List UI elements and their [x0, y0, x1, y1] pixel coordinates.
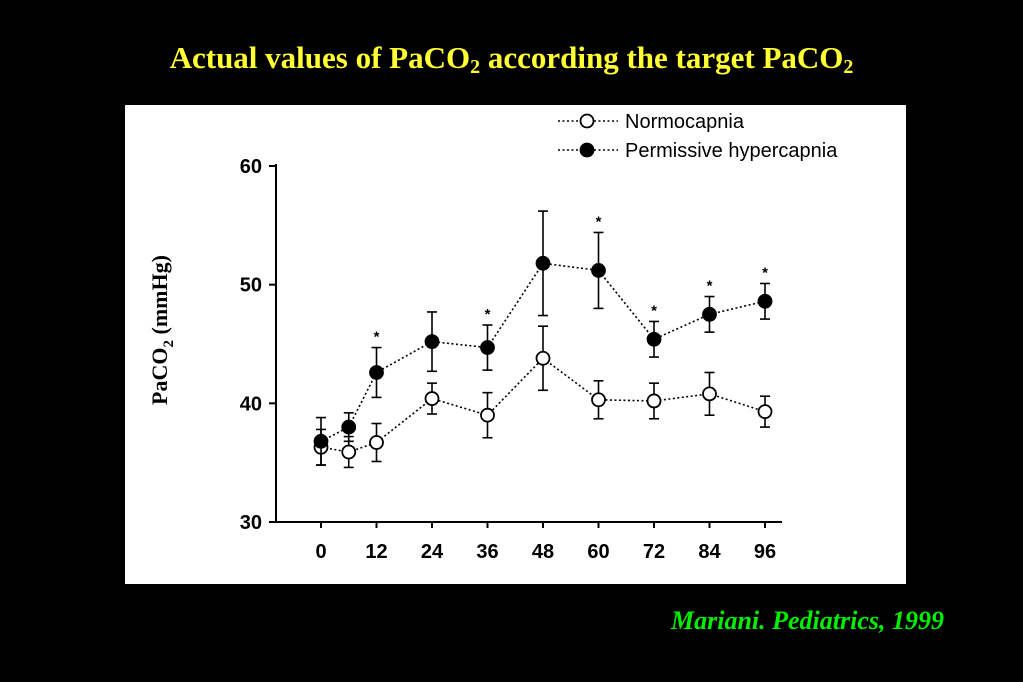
- title-subscript-2: 2: [843, 56, 854, 78]
- x-tick-label: 84: [698, 541, 721, 563]
- y-tick-label: 30: [240, 512, 262, 534]
- title-subscript-1: 2: [470, 56, 481, 78]
- significance-asterisk: *: [762, 264, 768, 281]
- significance-asterisk: *: [596, 213, 602, 230]
- x-tick-label: 60: [587, 541, 609, 563]
- data-point: [341, 419, 357, 435]
- data-point: [424, 334, 440, 350]
- x-tick-label: 96: [754, 541, 776, 563]
- legend: Normocapnia Permissive hypercapnia: [558, 111, 838, 162]
- data-point: [480, 340, 495, 355]
- significance-asterisk: *: [707, 278, 713, 295]
- series-line: [320, 357, 766, 453]
- data-point: [757, 404, 773, 420]
- data-point: [591, 392, 606, 408]
- data-point: [424, 391, 440, 406]
- y-tick-label: 40: [240, 393, 262, 415]
- data-point: [369, 365, 384, 380]
- data-point: [591, 263, 606, 278]
- y-axis-label-sub: 2: [161, 340, 177, 348]
- slide-title: Actual values of PaCO2 according the tar…: [0, 40, 1023, 79]
- data-point: [535, 255, 551, 271]
- series-permissive-hypercapnia: [313, 210, 773, 466]
- data-point: [369, 435, 384, 450]
- y-tick-label: 60: [240, 156, 262, 178]
- y-axis-label-main: PaCO: [147, 347, 172, 404]
- x-tick-label: 0: [315, 541, 326, 563]
- chart-panel: PaCO2 (mmHg) 30 40 50 60 0 12 24 36 48 60 72 84 96 *…: [125, 105, 906, 584]
- x-tick-label: 36: [476, 541, 498, 563]
- legend-label: Permissive hypercapnia: [625, 140, 838, 162]
- legend-marker-filled: [579, 142, 595, 158]
- data-point: [535, 350, 551, 366]
- svg-text:PaCO2 (mmHg): PaCO2 (mmHg): [147, 255, 177, 405]
- title-text-2: according the target PaCO: [480, 40, 844, 75]
- data-point: [757, 293, 773, 309]
- data-point: [646, 393, 662, 409]
- significance-asterisk: *: [651, 302, 657, 319]
- series-line: [320, 262, 766, 443]
- y-axis-label-unit: (mmHg): [147, 255, 172, 340]
- x-tick-label: 24: [421, 541, 444, 563]
- data-point: [646, 331, 662, 347]
- x-tick-label: 48: [532, 541, 554, 563]
- y-tick-label: 50: [240, 275, 262, 297]
- significance-asterisk: *: [485, 306, 491, 323]
- data-point: [313, 433, 329, 449]
- x-tick-label: 12: [365, 541, 387, 563]
- paco2-line-chart: PaCO2 (mmHg) 30 40 50 60 0 12 24 36 48 60 72 84 96 *…: [147, 111, 838, 563]
- title-text-1: Actual values of PaCO: [169, 40, 471, 75]
- citation: Mariani. Pediatrics, 1999: [670, 606, 944, 635]
- data-point: [702, 306, 717, 322]
- legend-marker-open: [579, 113, 595, 129]
- data-point: [702, 386, 717, 402]
- data-point: [480, 407, 495, 423]
- legend-label: Normocapnia: [625, 111, 745, 133]
- data-point: [341, 444, 357, 460]
- y-axis-label: PaCO2 (mmHg): [147, 255, 177, 405]
- x-tick-label: 72: [643, 541, 665, 563]
- significance-asterisk: *: [374, 329, 380, 346]
- series-normocapnia: [313, 325, 773, 469]
